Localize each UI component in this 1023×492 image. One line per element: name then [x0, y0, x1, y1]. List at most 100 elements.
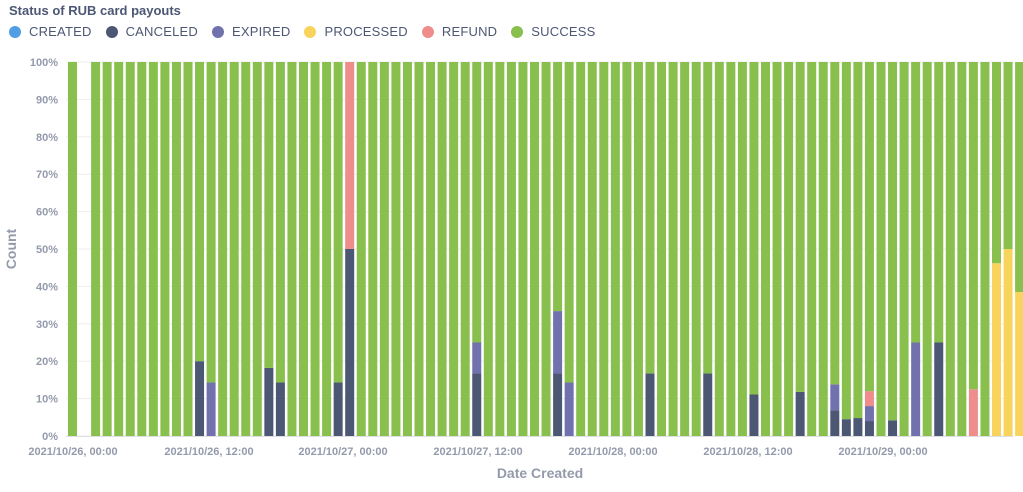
- bar-segment-success[interactable]: [125, 62, 135, 436]
- bar-segment-success[interactable]: [506, 62, 516, 436]
- bar-segment-success[interactable]: [148, 62, 158, 436]
- bar-segment-success[interactable]: [206, 62, 216, 383]
- bar-segment-success[interactable]: [518, 62, 528, 436]
- bar-segment-success[interactable]: [102, 62, 112, 436]
- legend-item-processed[interactable]: PROCESSED: [304, 24, 408, 39]
- bar-segment-success[interactable]: [553, 62, 563, 312]
- bar-segment-success[interactable]: [114, 62, 124, 436]
- bar-segment-canceled[interactable]: [934, 342, 944, 437]
- bar-segment-expired[interactable]: [553, 311, 563, 374]
- bar-segment-canceled[interactable]: [841, 419, 851, 436]
- bar-segment-success[interactable]: [911, 62, 921, 343]
- bar-segment-success[interactable]: [460, 62, 470, 436]
- bar-segment-canceled[interactable]: [553, 373, 563, 436]
- bar-segment-success[interactable]: [622, 62, 632, 436]
- bar-segment-success[interactable]: [379, 62, 389, 436]
- bar-segment-success[interactable]: [275, 62, 285, 383]
- bar-segment-success[interactable]: [610, 62, 620, 436]
- bar-segment-success[interactable]: [264, 62, 274, 368]
- bar-segment-success[interactable]: [899, 62, 909, 436]
- bar-segment-success[interactable]: [472, 62, 482, 343]
- bar-segment-expired[interactable]: [830, 384, 840, 411]
- bar-segment-success[interactable]: [841, 62, 851, 420]
- bar-segment-success[interactable]: [737, 62, 747, 436]
- bar-segment-success[interactable]: [830, 62, 840, 385]
- bar-segment-success[interactable]: [703, 62, 713, 374]
- bar-segment-expired[interactable]: [206, 382, 216, 436]
- bar-segment-success[interactable]: [229, 62, 239, 436]
- bar-segment-processed[interactable]: [1015, 292, 1023, 436]
- bar-segment-canceled[interactable]: [749, 394, 759, 436]
- bar-segment-refund[interactable]: [968, 389, 978, 436]
- bar-segment-success[interactable]: [333, 62, 343, 383]
- bar-segment-processed[interactable]: [1003, 249, 1013, 436]
- bar-segment-success[interactable]: [934, 62, 944, 343]
- legend-item-canceled[interactable]: CANCELED: [105, 24, 198, 39]
- bar-segment-success[interactable]: [633, 62, 643, 436]
- bar-segment-success[interactable]: [322, 62, 332, 436]
- bar-segment-success[interactable]: [888, 62, 898, 421]
- bar-segment-success[interactable]: [1003, 62, 1013, 249]
- bar-segment-canceled[interactable]: [275, 382, 285, 436]
- bar-segment-success[interactable]: [287, 62, 297, 436]
- bar-segment-success[interactable]: [241, 62, 251, 436]
- bar-segment-refund[interactable]: [864, 391, 874, 407]
- bar-segment-success[interactable]: [876, 62, 886, 436]
- bar-segment-canceled[interactable]: [864, 421, 874, 436]
- bar-segment-success[interactable]: [853, 62, 863, 419]
- bar-segment-success[interactable]: [252, 62, 262, 436]
- bar-segment-success[interactable]: [160, 62, 170, 436]
- bar-segment-canceled[interactable]: [264, 367, 274, 436]
- bar-segment-success[interactable]: [137, 62, 147, 436]
- bar-segment-success[interactable]: [680, 62, 690, 436]
- bar-segment-canceled[interactable]: [703, 373, 713, 436]
- bar-segment-success[interactable]: [657, 62, 667, 436]
- bar-segment-success[interactable]: [795, 62, 805, 392]
- bar-segment-success[interactable]: [749, 62, 759, 395]
- bar-segment-success[interactable]: [957, 62, 967, 436]
- bar-segment-success[interactable]: [576, 62, 586, 436]
- bar-segment-success[interactable]: [564, 62, 574, 383]
- bar-segment-expired[interactable]: [864, 406, 874, 422]
- bar-segment-canceled[interactable]: [853, 418, 863, 436]
- bar-segment-canceled[interactable]: [195, 361, 205, 436]
- bar-segment-success[interactable]: [714, 62, 724, 436]
- bar-segment-success[interactable]: [599, 62, 609, 436]
- bar-segment-success[interactable]: [587, 62, 597, 436]
- bar-segment-success[interactable]: [818, 62, 828, 436]
- bar-segment-success[interactable]: [218, 62, 228, 436]
- bar-segment-canceled[interactable]: [645, 373, 655, 436]
- bar-segment-success[interactable]: [195, 62, 205, 362]
- bar-segment-canceled[interactable]: [333, 382, 343, 436]
- bar-segment-success[interactable]: [968, 62, 978, 390]
- bar-segment-success[interactable]: [668, 62, 678, 436]
- legend-item-created[interactable]: CREATED: [9, 24, 92, 39]
- bar-segment-success[interactable]: [449, 62, 459, 436]
- bar-segment-success[interactable]: [726, 62, 736, 436]
- bar-segment-success[interactable]: [1015, 62, 1023, 293]
- bar-segment-success[interactable]: [414, 62, 424, 436]
- bar-segment-expired[interactable]: [472, 342, 482, 374]
- bar-segment-success[interactable]: [437, 62, 447, 436]
- bar-segment-success[interactable]: [426, 62, 436, 436]
- bar-segment-success[interactable]: [530, 62, 539, 436]
- bar-segment-success[interactable]: [761, 62, 770, 436]
- bar-segment-success[interactable]: [356, 62, 366, 436]
- bar-segment-success[interactable]: [772, 62, 782, 436]
- bar-segment-expired[interactable]: [564, 382, 574, 436]
- bar-segment-refund[interactable]: [345, 62, 355, 249]
- bar-segment-success[interactable]: [922, 62, 932, 436]
- bar-segment-success[interactable]: [483, 62, 493, 436]
- bar-segment-canceled[interactable]: [472, 373, 482, 436]
- bar-segment-success[interactable]: [391, 62, 401, 436]
- bar-segment-success[interactable]: [541, 62, 551, 436]
- bar-segment-success[interactable]: [645, 62, 655, 374]
- bar-segment-success[interactable]: [368, 62, 378, 436]
- bar-segment-success[interactable]: [992, 62, 1001, 264]
- bar-segment-success[interactable]: [402, 62, 412, 436]
- bar-segment-success[interactable]: [945, 62, 955, 436]
- bar-segment-success[interactable]: [183, 62, 193, 436]
- bar-segment-success[interactable]: [784, 62, 794, 436]
- bar-segment-success[interactable]: [299, 62, 308, 436]
- bar-segment-success[interactable]: [495, 62, 505, 436]
